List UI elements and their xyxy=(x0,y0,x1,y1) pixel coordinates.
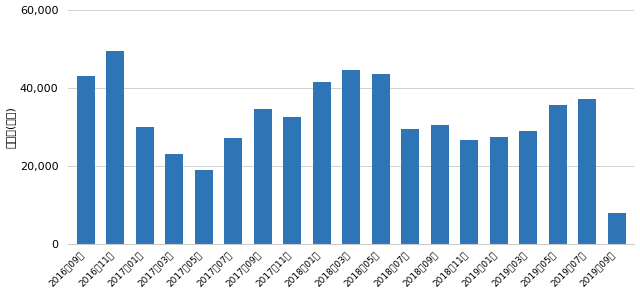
Bar xyxy=(460,141,478,244)
Bar xyxy=(313,82,331,244)
Bar xyxy=(549,105,566,244)
Bar xyxy=(165,154,183,244)
Bar xyxy=(490,136,508,244)
Bar xyxy=(342,70,360,244)
Bar xyxy=(431,125,449,244)
Bar xyxy=(225,138,242,244)
Bar xyxy=(195,170,212,244)
Bar xyxy=(254,109,271,244)
Bar xyxy=(579,99,596,244)
Bar xyxy=(136,127,154,244)
Bar xyxy=(372,74,390,244)
Bar xyxy=(106,51,124,244)
Bar xyxy=(608,213,625,244)
Bar xyxy=(284,117,301,244)
Y-axis label: 거래량(건수): 거래량(건수) xyxy=(6,106,15,148)
Bar xyxy=(401,129,419,244)
Bar xyxy=(77,76,95,244)
Bar xyxy=(520,131,537,244)
